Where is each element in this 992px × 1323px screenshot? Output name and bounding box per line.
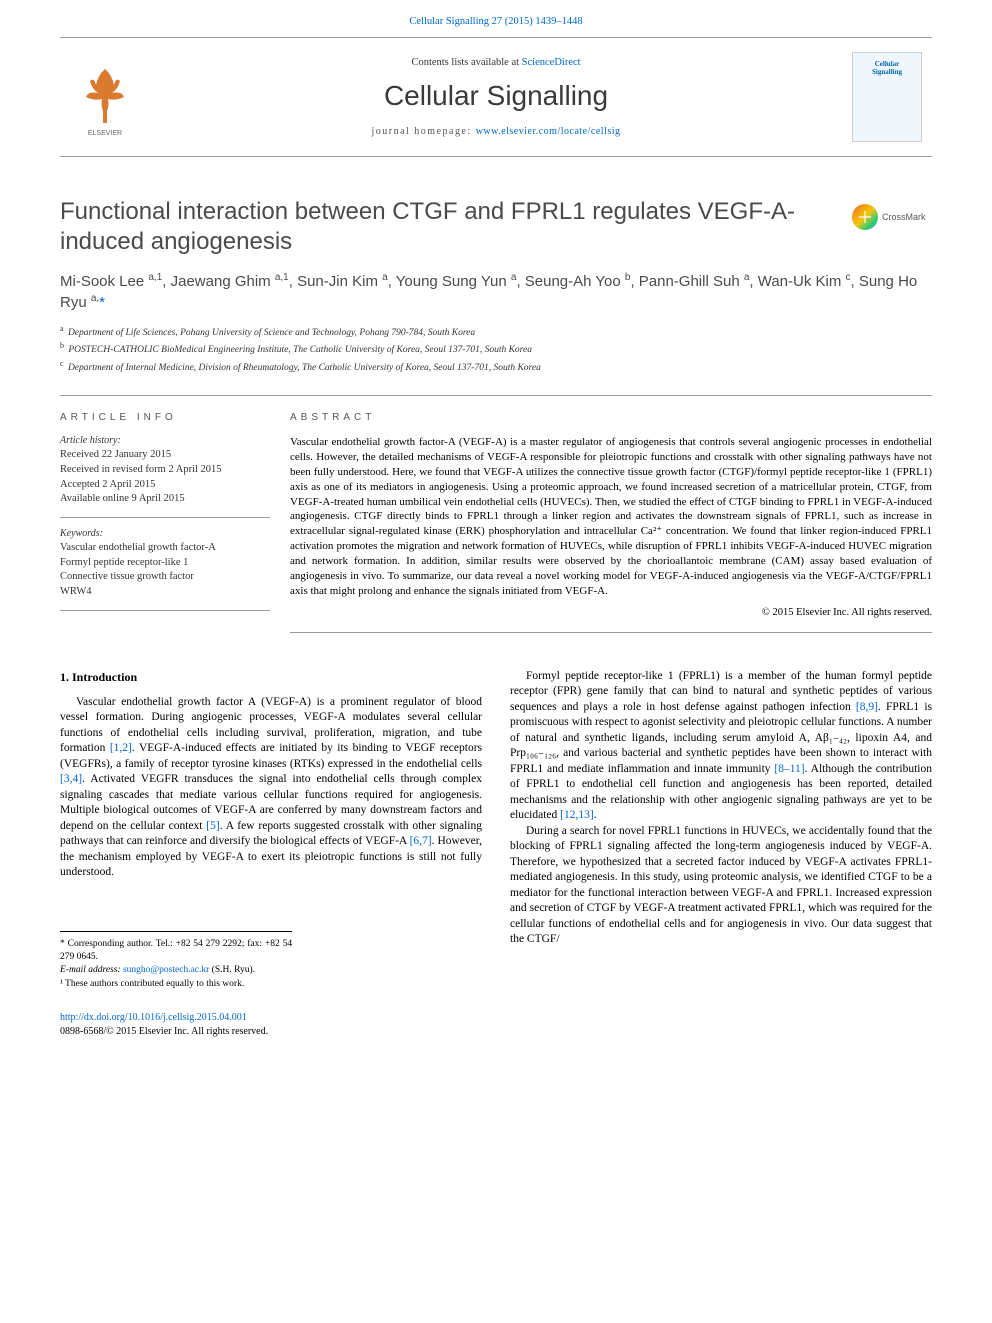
footnotes: * Corresponding author. Tel.: +82 54 279… [60, 931, 292, 991]
abstract-text: Vascular endothelial growth factor-A (VE… [290, 435, 932, 598]
issn-copyright: 0898-6568/© 2015 Elsevier Inc. All right… [60, 1025, 932, 1039]
crossmark-icon [852, 204, 878, 230]
article-header: CrossMark Functional interaction between… [60, 197, 932, 375]
intro-para-2: Formyl peptide receptor-like 1 (FPRL1) i… [510, 669, 932, 824]
abstract-column: abstract Vascular endothelial growth fac… [290, 412, 932, 632]
email-suffix: (S.H. Ryu). [209, 965, 255, 975]
keyword-1: Vascular endothelial growth factor-A [60, 541, 270, 556]
history-revised: Received in revised form 2 April 2015 [60, 463, 270, 478]
crossmark-badge[interactable]: CrossMark [852, 197, 932, 237]
homepage-link[interactable]: www.elsevier.com/locate/cellsig [476, 126, 621, 137]
publisher-logo-container: ELSEVIER [60, 57, 150, 137]
info-abstract-row: article info Article history: Received 2… [60, 395, 932, 632]
corresponding-author-note: * Corresponding author. Tel.: +82 54 279… [60, 938, 292, 965]
history-accepted: Accepted 2 April 2015 [60, 478, 270, 493]
keyword-4: WRW4 [60, 585, 270, 600]
journal-cover-container: Cellular Signalling [842, 52, 932, 142]
abstract-copyright: © 2015 Elsevier Inc. All rights reserved… [290, 607, 932, 618]
body-right-column: Formyl peptide receptor-like 1 (FPRL1) i… [510, 669, 932, 992]
keywords-label: Keywords: [60, 528, 270, 539]
article-history-block: Article history: Received 22 January 201… [60, 435, 270, 518]
homepage-prefix: journal homepage: [371, 126, 475, 137]
email-link[interactable]: sungho@postech.ac.kr [123, 965, 209, 975]
doi-link[interactable]: http://dx.doi.org/10.1016/j.cellsig.2015… [60, 1012, 247, 1023]
affiliations: a Department of Life Sciences, Pohang Un… [60, 323, 932, 375]
affiliation-b: b POSTECH-CATHOLIC BioMedical Engineerin… [60, 340, 932, 357]
email-label: E-mail address: [60, 965, 123, 975]
keyword-3: Connective tissue growth factor [60, 570, 270, 585]
citation-link[interactable]: Cellular Signalling 27 (2015) 1439–1448 [409, 16, 582, 27]
history-received: Received 22 January 2015 [60, 448, 270, 463]
equal-contribution-note: ¹ These authors contributed equally to t… [60, 978, 292, 991]
intro-heading: 1. Introduction [60, 669, 482, 685]
journal-homepage: journal homepage: www.elsevier.com/locat… [150, 126, 842, 137]
keywords-block: Keywords: Vascular endothelial growth fa… [60, 528, 270, 611]
elsevier-tree-logo: ELSEVIER [70, 57, 140, 137]
masthead: ELSEVIER Contents lists available at Sci… [60, 37, 932, 157]
keyword-2: Formyl peptide receptor-like 1 [60, 556, 270, 571]
article-info-column: article info Article history: Received 2… [60, 412, 290, 632]
intro-para-3: During a search for novel FPRL1 function… [510, 824, 932, 948]
abstract-heading: abstract [290, 412, 932, 423]
contents-available: Contents lists available at ScienceDirec… [150, 57, 842, 68]
masthead-center: Contents lists available at ScienceDirec… [150, 47, 842, 147]
cover-title-2: Signalling [872, 69, 902, 77]
body-left-column: 1. Introduction Vascular endothelial gro… [60, 669, 482, 992]
sciencedirect-link[interactable]: ScienceDirect [522, 57, 581, 68]
author-list: Mi-Sook Lee a,1, Jaewang Ghim a,1, Sun-J… [60, 271, 932, 313]
email-note: E-mail address: sungho@postech.ac.kr (S.… [60, 964, 292, 977]
history-online: Available online 9 April 2015 [60, 492, 270, 507]
contents-prefix: Contents lists available at [411, 57, 521, 68]
affiliation-c: c Department of Internal Medicine, Divis… [60, 358, 932, 375]
article-info-heading: article info [60, 412, 270, 423]
crossmark-label: CrossMark [882, 212, 926, 222]
intro-para-1: Vascular endothelial growth factor A (VE… [60, 695, 482, 881]
journal-cover-thumbnail: Cellular Signalling [852, 52, 922, 142]
svg-text:ELSEVIER: ELSEVIER [88, 130, 122, 137]
body-columns: 1. Introduction Vascular endothelial gro… [60, 669, 932, 992]
journal-name: Cellular Signalling [150, 80, 842, 112]
running-head: Cellular Signalling 27 (2015) 1439–1448 [0, 0, 992, 37]
affiliation-a: a Department of Life Sciences, Pohang Un… [60, 323, 932, 340]
article-title: Functional interaction between CTGF and … [60, 197, 932, 257]
page-footer: http://dx.doi.org/10.1016/j.cellsig.2015… [60, 1011, 932, 1039]
history-label: Article history: [60, 435, 270, 446]
